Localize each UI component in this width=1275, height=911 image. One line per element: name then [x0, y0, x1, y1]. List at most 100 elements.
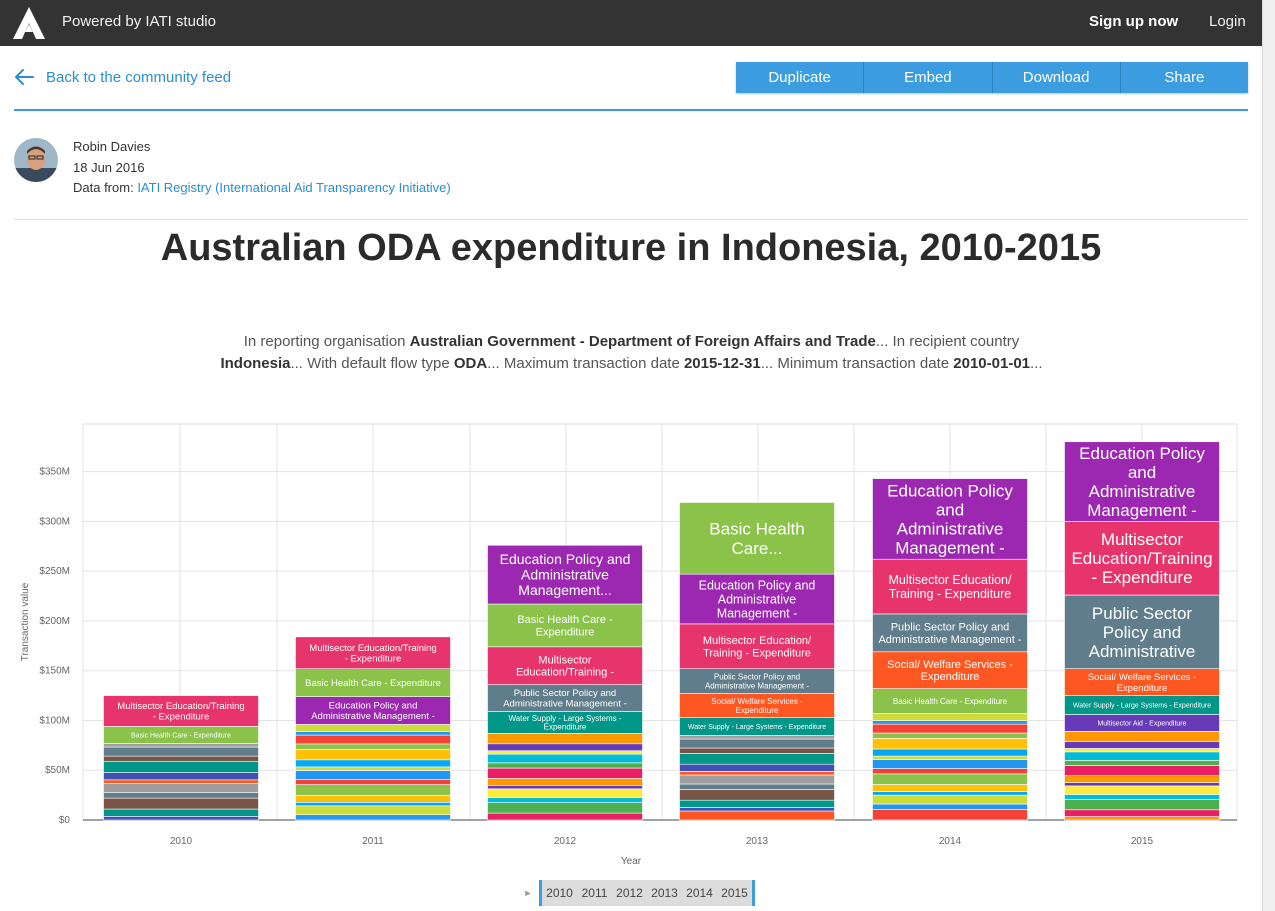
bar-segment[interactable]	[1064, 731, 1220, 742]
bar-segment[interactable]	[1064, 785, 1220, 795]
bar-segment[interactable]	[872, 755, 1028, 760]
bar-segment-labeled[interactable]	[487, 646, 643, 685]
bar-segment[interactable]	[872, 768, 1028, 775]
bar-segment[interactable]	[487, 802, 643, 814]
bar-segment-labeled[interactable]	[1064, 668, 1220, 696]
duplicate-button[interactable]: Duplicate	[736, 62, 865, 93]
bar-segment[interactable]	[103, 746, 259, 757]
bar-segment[interactable]	[295, 743, 451, 750]
play-triangle-icon[interactable]: ►	[523, 888, 533, 898]
bar-segment[interactable]	[295, 734, 451, 745]
bar-segment[interactable]	[1064, 741, 1220, 749]
bar-segment[interactable]	[295, 784, 451, 796]
bar-segment[interactable]	[487, 753, 643, 764]
bar-2012[interactable]: Water Supply - Large Systems -Expenditur…	[487, 544, 643, 821]
timeline-year-2011[interactable]: 2011	[581, 886, 608, 900]
author-name[interactable]: Robin Davies	[73, 139, 151, 154]
sign-up-link[interactable]: Sign up now	[1089, 13, 1179, 30]
bar-segment[interactable]	[872, 803, 1028, 810]
bar-segment[interactable]	[872, 759, 1028, 769]
bar-segment-labeled[interactable]	[872, 478, 1028, 560]
timeline-year-2014[interactable]: 2014	[686, 886, 713, 900]
bar-segment-labeled[interactable]	[679, 668, 835, 694]
bar-segment[interactable]	[487, 762, 643, 769]
bar-segment[interactable]	[679, 807, 835, 812]
bar-segment[interactable]	[872, 723, 1028, 734]
bar-segment[interactable]	[872, 720, 1028, 725]
bar-2011[interactable]: Education Policy and Administrative Manag…	[295, 636, 451, 821]
bar-segment[interactable]	[103, 783, 259, 793]
bar-segment[interactable]	[679, 753, 835, 765]
bar-segment-labeled[interactable]	[1064, 521, 1220, 596]
timeline-year-2015[interactable]: 2015	[721, 886, 748, 900]
page-scrollbar[interactable]	[1262, 0, 1275, 911]
bar-segment[interactable]	[103, 792, 259, 799]
timeline-year-2013[interactable]: 2013	[651, 886, 678, 900]
timeline-year-range[interactable]: 2010 2011 2012 2013 2014 2015	[539, 880, 755, 906]
bar-segment[interactable]	[103, 743, 259, 748]
bar-segment[interactable]	[487, 788, 643, 798]
bar-segment[interactable]	[1064, 794, 1220, 800]
bar-segment[interactable]	[295, 770, 451, 780]
bar-segment[interactable]	[679, 735, 835, 740]
bar-segment[interactable]	[487, 778, 643, 786]
bar-segment[interactable]	[1064, 799, 1220, 811]
bar-segment[interactable]	[872, 794, 1028, 805]
share-button[interactable]: Share	[1120, 62, 1248, 93]
bar-segment[interactable]	[1064, 760, 1220, 766]
bar-segment[interactable]	[872, 713, 1028, 721]
bar-segment[interactable]	[679, 774, 835, 785]
atlas-a-logo-icon[interactable]	[12, 6, 46, 40]
bar-segment[interactable]	[103, 808, 259, 817]
bar-segment[interactable]	[295, 731, 451, 736]
bar-segment[interactable]	[103, 779, 259, 784]
bar-2010[interactable]: Basic Health Care - Expenditure Multisect…	[103, 695, 259, 821]
bar-segment[interactable]	[872, 791, 1028, 796]
bar-segment-labeled[interactable]	[679, 623, 835, 669]
bar-segment[interactable]	[679, 747, 835, 754]
author-avatar[interactable]	[14, 138, 58, 182]
bar-segment[interactable]	[103, 755, 259, 762]
bar-segment[interactable]	[1064, 748, 1220, 753]
bar-segment[interactable]	[103, 816, 259, 821]
bar-segment[interactable]	[295, 724, 451, 732]
bar-2013[interactable]: Water Supply - Large Systems - Expenditu…	[679, 502, 835, 821]
bar-segment[interactable]	[487, 797, 643, 803]
bar-segment[interactable]	[679, 783, 835, 790]
download-button[interactable]: Download	[992, 62, 1121, 93]
bar-segment[interactable]	[103, 797, 259, 810]
data-source-link[interactable]: IATI Registry (International Aid Transpa…	[137, 180, 451, 195]
bar-segment[interactable]	[487, 785, 643, 790]
bar-segment[interactable]	[1064, 775, 1220, 783]
bar-2015[interactable]: Multisector Aid - Expenditure Water Suppl…	[1064, 441, 1220, 821]
back-to-feed-link[interactable]: Back to the community feed	[14, 68, 231, 86]
bar-segment-labeled[interactable]	[295, 668, 451, 697]
bar-segment[interactable]	[1064, 816, 1220, 821]
bar-segment[interactable]	[295, 766, 451, 771]
bar-segment[interactable]	[872, 773, 1028, 785]
bar-segment[interactable]	[679, 771, 835, 776]
bar-segment[interactable]	[295, 759, 451, 768]
bar-segment[interactable]	[872, 738, 1028, 750]
bar-segment-labeled[interactable]	[679, 573, 835, 625]
bar-segment[interactable]	[1064, 809, 1220, 817]
bar-segment[interactable]	[487, 750, 643, 755]
bar-segment[interactable]	[487, 743, 643, 752]
bar-segment-labeled[interactable]	[1064, 594, 1220, 669]
embed-button[interactable]: Embed	[864, 62, 993, 93]
bar-segment[interactable]	[1064, 765, 1220, 777]
bar-segment-labeled[interactable]	[1064, 441, 1220, 522]
bar-segment[interactable]	[1064, 751, 1220, 761]
bar-segment-labeled[interactable]	[295, 636, 451, 669]
bar-segment[interactable]	[103, 761, 259, 773]
bar-segment[interactable]	[872, 784, 1028, 792]
bar-segment[interactable]	[1064, 782, 1220, 787]
bar-segment[interactable]	[487, 733, 643, 745]
bar-segment-labeled[interactable]	[872, 613, 1028, 653]
bar-segment[interactable]	[679, 763, 835, 772]
bar-segment[interactable]	[679, 799, 835, 808]
bar-segment[interactable]	[872, 748, 1028, 757]
bar-segment[interactable]	[679, 810, 835, 821]
timeline-year-2010[interactable]: 2010	[546, 886, 573, 900]
bar-segment[interactable]	[679, 789, 835, 801]
